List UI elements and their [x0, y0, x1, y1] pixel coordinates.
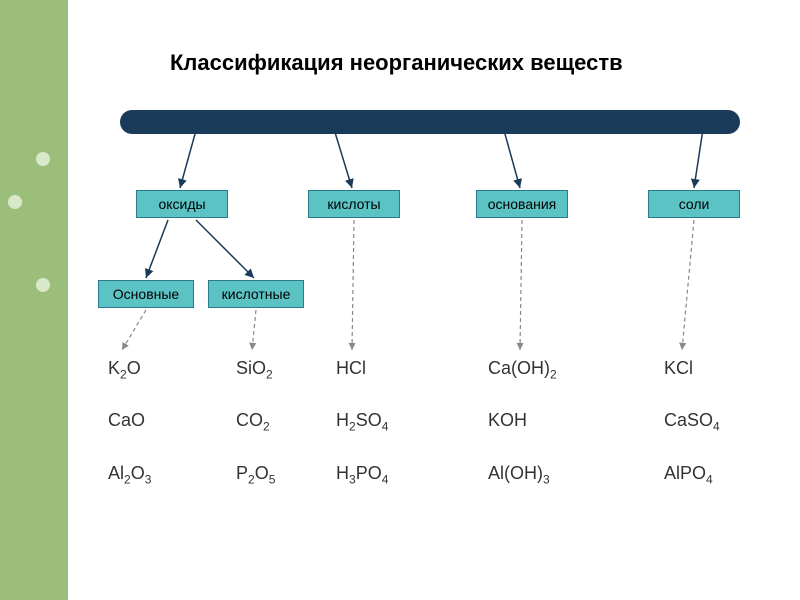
title-bar	[120, 110, 740, 134]
formula-bases-1: KOH	[488, 410, 527, 431]
formula-basic_oxides-1: CaO	[108, 410, 145, 431]
subcategory-box-acidic: кислотные	[208, 280, 304, 308]
formula-acids-1: H2SO4	[336, 410, 388, 434]
formula-acidic_oxides-0: SiO2	[236, 358, 273, 382]
formula-acidic_oxides-2: P2O5	[236, 463, 275, 487]
diagram-title: Классификация неорганических веществ	[170, 50, 623, 76]
formula-salts-0: KCl	[664, 358, 693, 379]
formula-salts-1: CaSO4	[664, 410, 720, 434]
formula-acidic_oxides-1: CO2	[236, 410, 270, 434]
formula-basic_oxides-2: Al2O3	[108, 463, 151, 487]
formula-acids-2: H3PO4	[336, 463, 388, 487]
sidebar-dot	[36, 152, 50, 166]
sidebar-dot	[8, 195, 22, 209]
category-box-salts: соли	[648, 190, 740, 218]
subcategory-box-basic: Основные	[98, 280, 194, 308]
category-box-oxides: оксиды	[136, 190, 228, 218]
formula-salts-2: AlPO4	[664, 463, 713, 487]
sidebar-dot	[36, 278, 50, 292]
formula-basic_oxides-0: K2O	[108, 358, 141, 382]
formula-bases-0: Ca(OH)2	[488, 358, 557, 382]
left-sidebar	[0, 0, 68, 600]
category-box-bases: основания	[476, 190, 568, 218]
category-box-acids: кислоты	[308, 190, 400, 218]
formula-bases-2: Al(OH)3	[488, 463, 550, 487]
formula-acids-0: HCl	[336, 358, 366, 379]
